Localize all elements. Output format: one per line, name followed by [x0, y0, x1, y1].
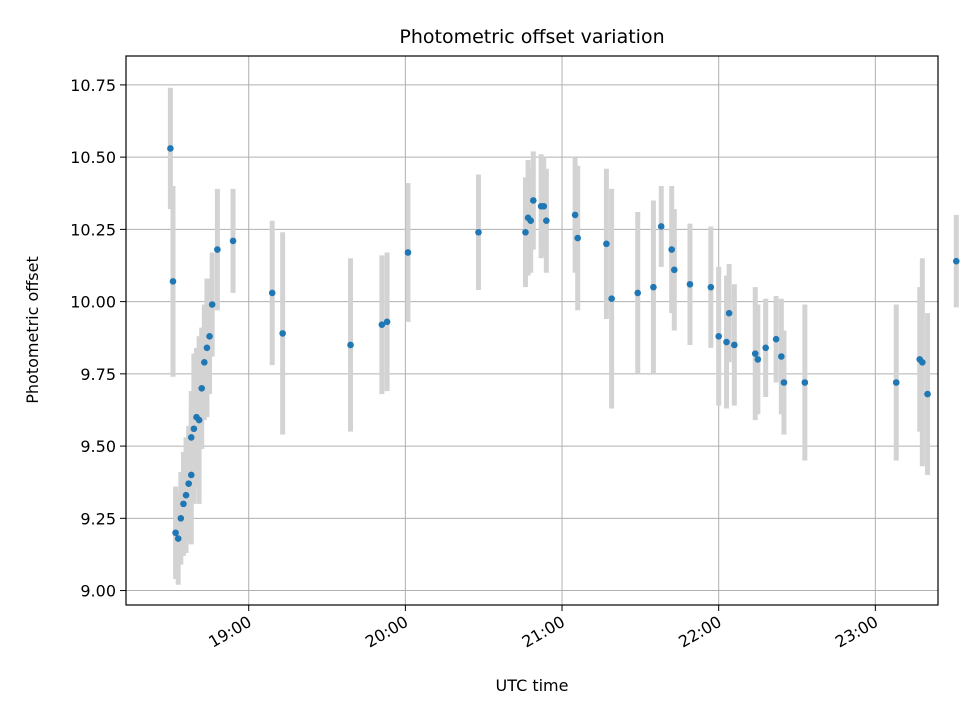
chart-title: Photometric offset variation	[399, 26, 664, 48]
data-point	[754, 356, 762, 363]
data-point	[229, 237, 237, 245]
data-point	[608, 295, 615, 303]
data-point	[530, 197, 537, 204]
x-tick-label: 21:00	[519, 612, 568, 652]
data-point	[180, 500, 187, 508]
y-axis-title: Photometric offset	[23, 256, 42, 404]
data-point	[177, 515, 185, 522]
data-point	[475, 228, 482, 236]
data-point	[924, 390, 931, 398]
x-tick-label: 20:00	[362, 612, 411, 652]
data-point	[603, 240, 610, 248]
data-point	[208, 301, 216, 308]
data-point	[201, 358, 208, 366]
data-point	[723, 338, 730, 346]
x-axis-ticks: 19:00 20:00 21:00 22:00 23:00	[205, 605, 881, 652]
x-tick-label: 23:00	[832, 612, 881, 652]
data-point	[892, 379, 900, 386]
data-point	[650, 283, 657, 291]
data-point	[731, 341, 738, 349]
x-tick-label: 19:00	[205, 612, 254, 652]
data-point	[574, 234, 581, 242]
data-point	[279, 330, 286, 337]
data-point	[187, 434, 195, 441]
data-point	[527, 217, 534, 224]
data-point	[540, 202, 548, 210]
data-point	[919, 358, 926, 366]
data-point	[522, 228, 529, 236]
data-point	[268, 289, 276, 297]
plot-frame	[125, 55, 939, 606]
data-point	[751, 350, 759, 357]
y-tick-label: 9.50	[80, 437, 116, 456]
data-point	[778, 353, 785, 360]
y-tick-label: 9.25	[80, 509, 116, 528]
data-point	[725, 309, 733, 317]
data-point	[801, 379, 809, 386]
data-point	[167, 145, 174, 152]
data-point	[780, 379, 788, 386]
data-point	[571, 211, 579, 219]
y-tick-label: 9.75	[80, 365, 116, 384]
data-point	[174, 535, 182, 542]
y-axis-ticks: 9.00 9.25 9.50 9.75 10.00 10.25 10.50 10.75	[70, 76, 126, 601]
y-tick-label: 10.50	[70, 148, 116, 167]
data-point	[195, 416, 203, 424]
data-point	[198, 384, 206, 392]
error-bars	[167, 87, 959, 585]
data-point	[762, 344, 769, 352]
data-point	[634, 289, 642, 297]
data-point	[206, 332, 213, 340]
data-point	[670, 266, 678, 274]
data-point	[383, 318, 391, 326]
data-point	[187, 471, 195, 479]
data-point	[668, 246, 675, 253]
data-point	[543, 217, 550, 224]
data-point	[772, 335, 780, 343]
data-point	[404, 249, 412, 256]
y-tick-label: 10.00	[70, 293, 116, 312]
y-tick-label: 10.25	[70, 220, 116, 239]
y-tick-label: 9.00	[80, 582, 116, 601]
data-point	[657, 223, 665, 230]
grid-lines	[126, 56, 938, 605]
data-point	[190, 425, 198, 433]
data-point	[707, 283, 715, 291]
data-point	[172, 529, 179, 537]
data-point	[686, 280, 694, 288]
data-point	[715, 332, 722, 340]
data-point	[378, 321, 386, 329]
data-point	[203, 344, 211, 352]
data-point	[347, 341, 354, 349]
x-tick-label: 22:00	[675, 612, 724, 652]
data-point	[185, 480, 192, 487]
data-point	[214, 246, 221, 253]
data-point	[169, 278, 177, 285]
data-point	[182, 491, 190, 499]
data-points	[167, 145, 960, 542]
x-axis-title: UTC time	[496, 676, 569, 695]
data-point	[952, 257, 960, 265]
y-tick-label: 10.75	[70, 76, 116, 95]
